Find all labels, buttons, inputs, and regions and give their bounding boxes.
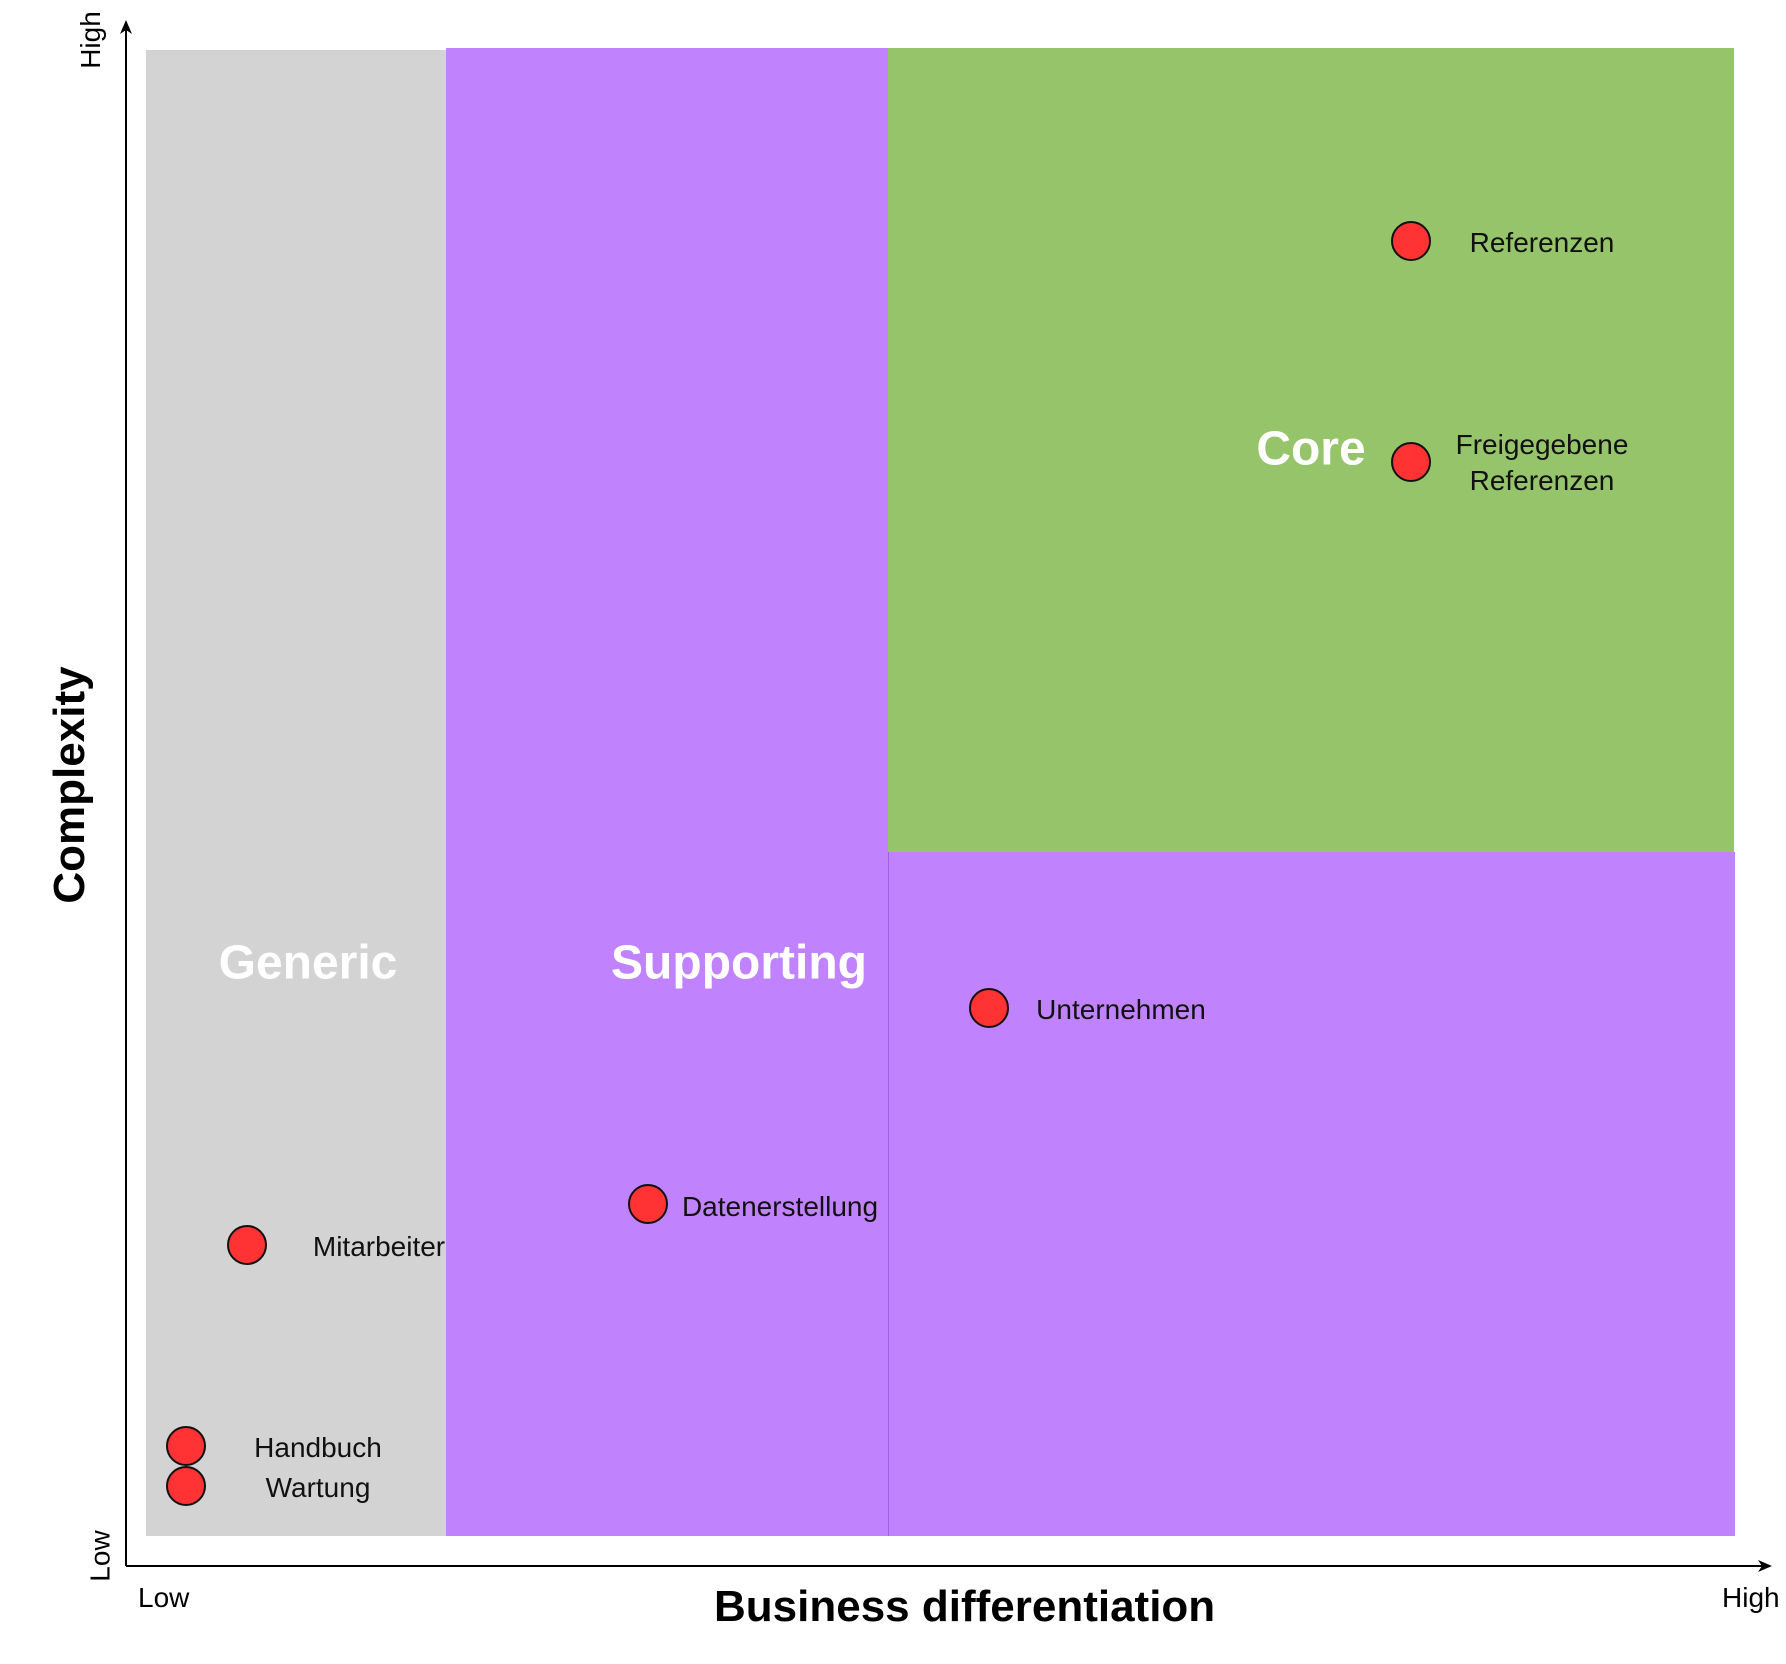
point-label-wartung: Wartung: [265, 1472, 371, 1503]
core-region: [888, 48, 1734, 852]
point-label-handbuch: Handbuch: [254, 1432, 382, 1463]
x-axis-low-label: Low: [138, 1582, 190, 1613]
point-mitarbeiter: [227, 1225, 267, 1265]
point-wartung: [166, 1466, 206, 1506]
point-referenzen: [1391, 221, 1431, 261]
point-label-freigegebene-referenzen: Freigegebene Referenzen: [1455, 429, 1629, 496]
point-datenerstellung: [628, 1184, 668, 1224]
x-axis-high-label: High: [1722, 1582, 1780, 1613]
y-axis-low-label: Low: [84, 1530, 116, 1582]
generic-region: [146, 50, 448, 1536]
x-axis-arrow-icon: [1758, 1560, 1772, 1572]
point-label-mitarbeiter: Mitarbeiter: [312, 1231, 446, 1262]
supporting-region-left: [446, 48, 888, 1536]
point-label-unternehmen: Unternehmen: [1036, 994, 1206, 1025]
point-unternehmen: [969, 988, 1009, 1028]
x-axis-title: Business differentiation: [714, 1582, 1216, 1631]
y-axis-high-label: High: [74, 11, 106, 69]
point-label-datenerstellung: Datenerstellung: [681, 1191, 879, 1222]
point-freigegebene-referenzen: [1391, 442, 1431, 482]
point-label-referenzen: Referenzen: [1469, 227, 1615, 258]
generic-label: Generic: [218, 936, 398, 990]
y-axis-arrow-icon: [120, 20, 132, 34]
core-label: Core: [1256, 422, 1366, 476]
y-axis-title: Complexity: [45, 666, 94, 904]
point-handbuch: [166, 1426, 206, 1466]
supporting-region-bottom: [888, 852, 1735, 1536]
supporting-label: Supporting: [611, 936, 867, 990]
